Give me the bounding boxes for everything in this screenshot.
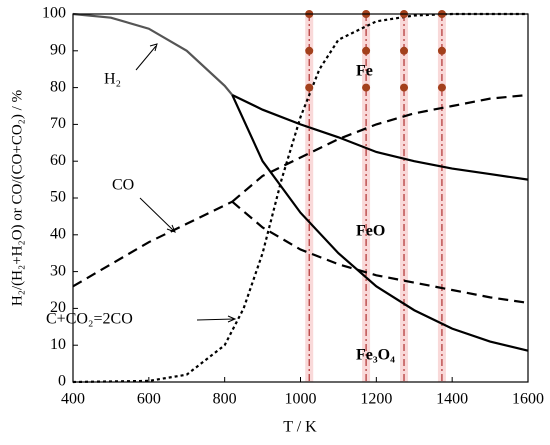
annotation: CO (112, 177, 134, 194)
point (362, 83, 371, 92)
plot-frame (72, 13, 529, 383)
y-axis-label: H₂/(H₂+H₂O) or CO/(CO+CO₂) / % (9, 90, 25, 306)
line (231, 93, 529, 203)
arrows (135, 43, 237, 323)
x-tick-label: 1400 (436, 391, 468, 408)
annotation: FeO (356, 223, 385, 240)
point (400, 83, 409, 92)
arrow-head (149, 43, 158, 52)
arrow (196, 318, 235, 321)
line (231, 94, 529, 352)
x-tick-label: 1000 (285, 391, 317, 408)
annotation: Fe (356, 63, 373, 80)
arrow-head (166, 224, 176, 233)
y-tick-label: 40 (50, 225, 66, 242)
y-tick-label: 100 (42, 5, 66, 22)
y-tick-label: 90 (50, 41, 66, 58)
point (437, 46, 446, 55)
y-tick-label: 20 (50, 299, 66, 316)
annotation: H₂ (104, 71, 121, 88)
annotation: C+CO₂=2CO (46, 311, 133, 328)
line (72, 12, 234, 96)
x-tick-label: 1200 (360, 391, 392, 408)
x-tick-label: 800 (213, 391, 237, 408)
y-tick-label: 50 (50, 189, 66, 206)
line (72, 200, 233, 288)
point (305, 83, 314, 92)
line (231, 200, 529, 304)
point (305, 46, 314, 55)
arrow-head (227, 315, 237, 323)
point (362, 46, 371, 55)
point (400, 46, 409, 55)
line (231, 93, 529, 181)
x-tick-label: 600 (137, 391, 161, 408)
y-tick-label: 10 (50, 336, 66, 353)
x-tick-label: 1600 (512, 391, 544, 408)
y-tick-label: 60 (50, 152, 66, 169)
y-tick-label: 70 (50, 115, 66, 132)
point (437, 83, 446, 92)
y-tick-label: 0 (58, 373, 66, 390)
x-axis-label: T / K (283, 419, 317, 436)
annotation: Fe₃O₄ (356, 347, 395, 364)
arrow (139, 197, 175, 232)
arrow (135, 45, 157, 71)
y-tick-label: 30 (50, 262, 66, 279)
line (72, 12, 528, 384)
y-tick-label: 80 (50, 78, 66, 95)
x-tick-label: 400 (61, 391, 85, 408)
